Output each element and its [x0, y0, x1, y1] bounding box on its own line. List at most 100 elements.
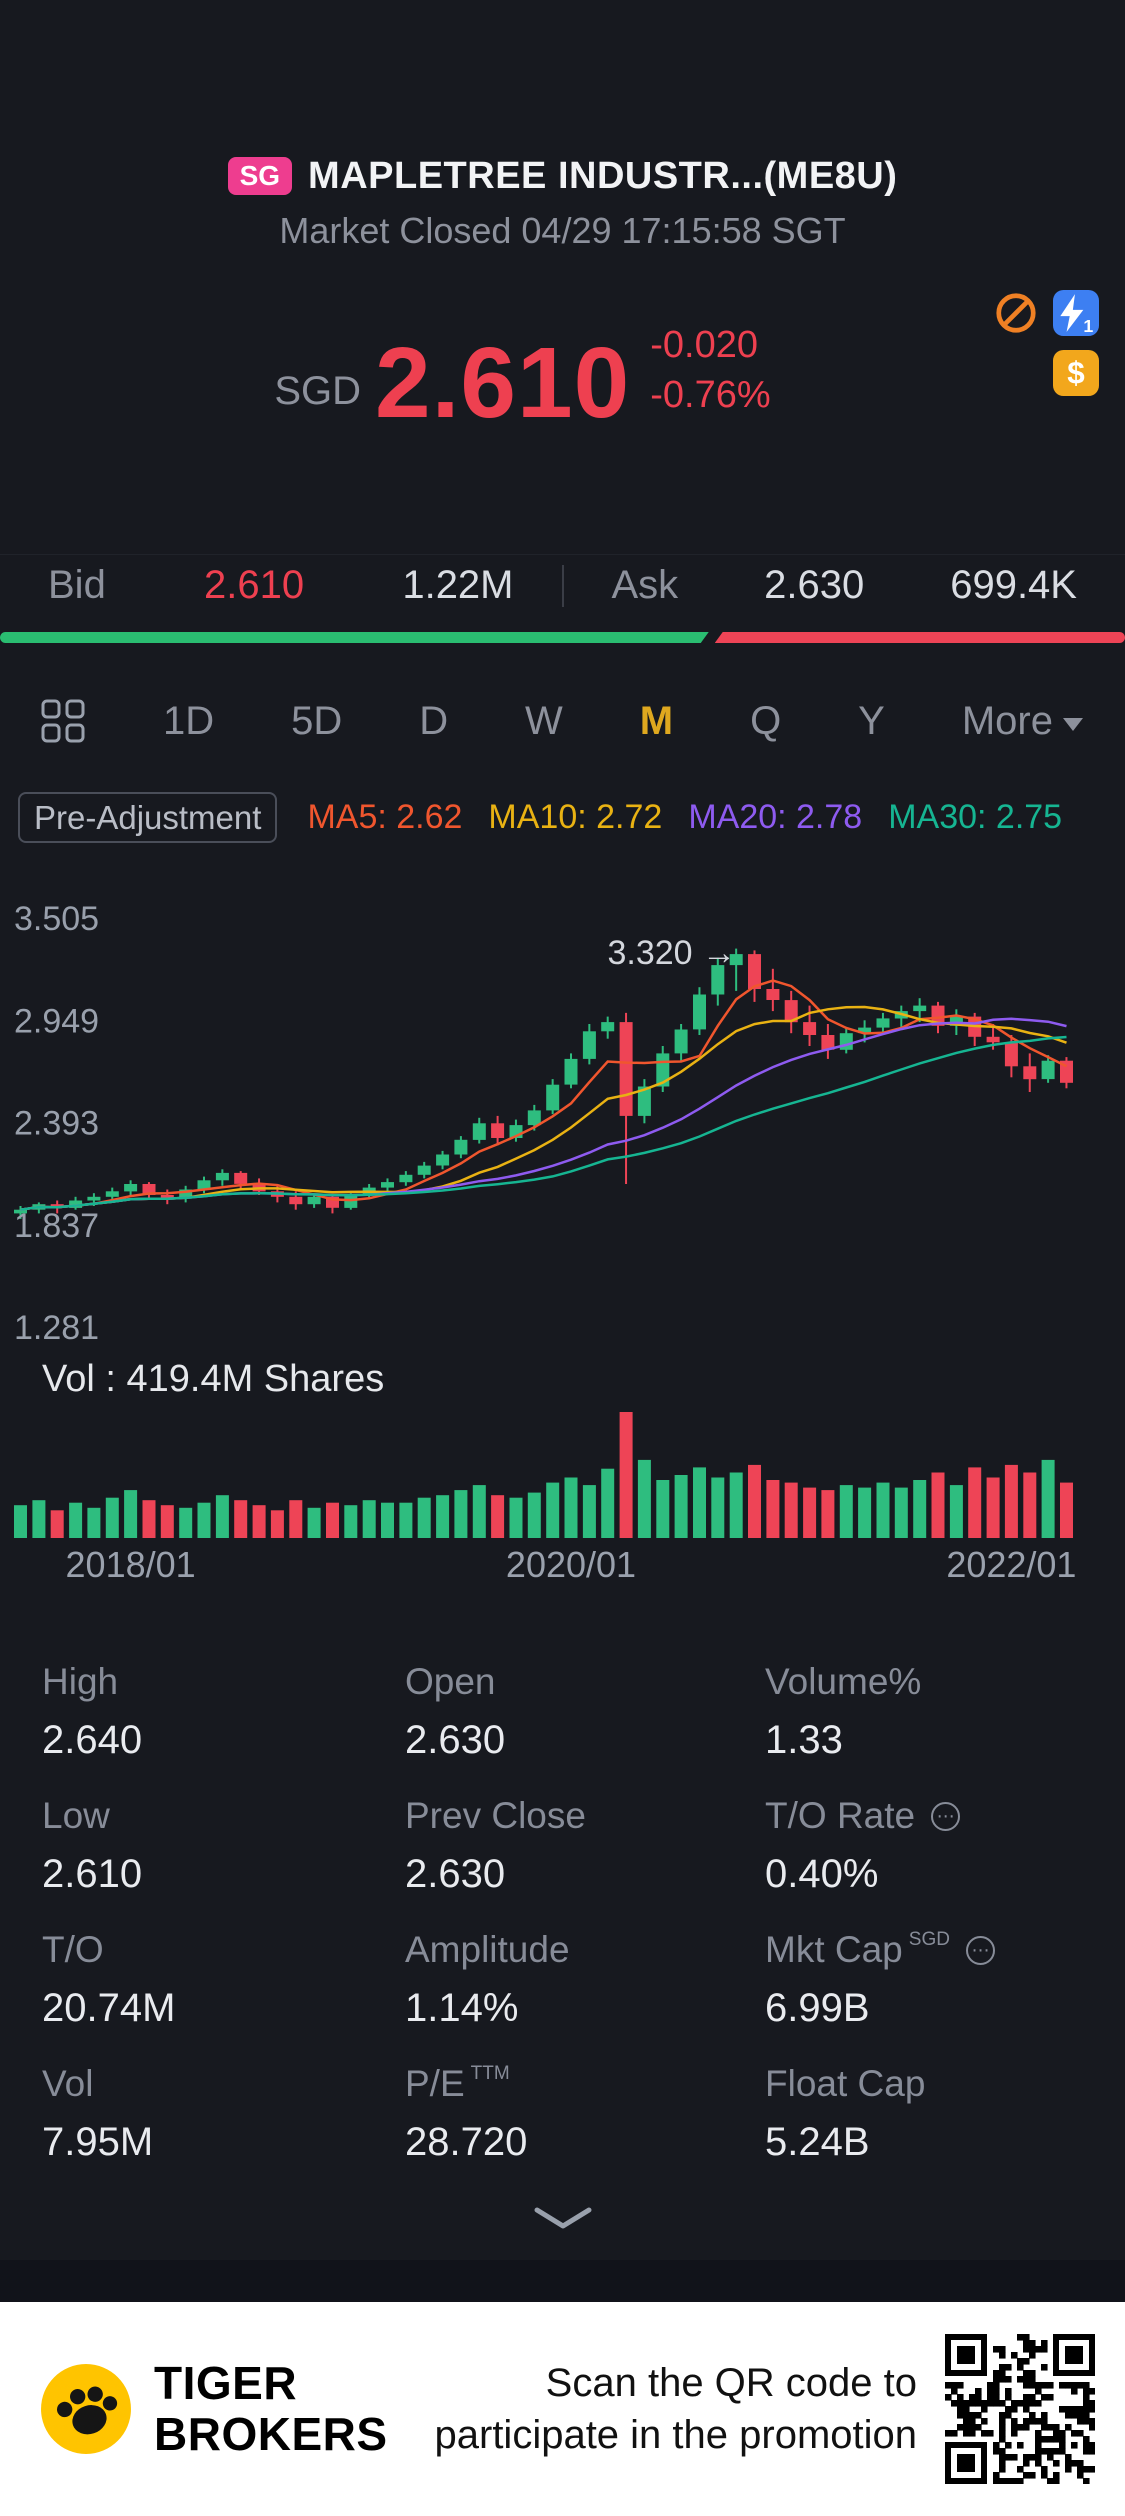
- tab-1d[interactable]: 1D: [162, 698, 215, 743]
- bid-ask-row: Bid 2.610 1.22M Ask 2.630 699.4K: [0, 554, 1125, 616]
- info-icon[interactable]: ⋯: [965, 1935, 995, 1965]
- volume-summary: Vol : 419.4M Shares: [42, 1357, 385, 1400]
- stat-float-cap: Float Cap 5.24B: [765, 2062, 1083, 2196]
- dollar-icon[interactable]: $: [1053, 350, 1099, 396]
- tab-5d[interactable]: 5D: [291, 698, 343, 743]
- ask-price: 2.630: [764, 563, 865, 607]
- indicator-row: Pre-Adjustment MA5: 2.62 MA10: 2.72 MA20: …: [0, 789, 1125, 845]
- tab-m[interactable]: M: [639, 698, 674, 743]
- stat-label: Open: [405, 1661, 496, 1702]
- expand-stats-button[interactable]: [0, 2198, 1125, 2238]
- stat-label: Low: [42, 1795, 110, 1836]
- ma-label-5: MA5: 2.62: [307, 797, 463, 836]
- promo-text: Scan the QR code to participate in the p…: [434, 2361, 918, 2457]
- more-periods-button[interactable]: More: [962, 699, 1083, 744]
- stat-value: 20.74M: [42, 1986, 176, 2030]
- header: SG MAPLETREE INDUSTR...(ME8U) Market Clo…: [0, 0, 1125, 260]
- stat-value: 1.14%: [405, 1986, 519, 2030]
- tab-w[interactable]: W: [525, 698, 563, 743]
- brand-name: TIGER BROKERS: [154, 2357, 388, 2460]
- time-axis: 2018/01 2020/01 2022/01: [0, 1538, 1125, 1590]
- flash-quote-icon[interactable]: 1: [1053, 290, 1099, 336]
- price-annotation: 3.320 →: [607, 934, 736, 972]
- candlestick-chart[interactable]: 3.505 2.949 2.393 1.837 1.281 3.320 →: [0, 875, 1125, 1355]
- stat-superscript: TTM: [470, 2063, 510, 2084]
- ask-size: 699.4K: [950, 563, 1077, 607]
- stats-grid: High 2.640 Open 2.630 Volume% 1.33 Low 2.610 Pre…: [0, 1660, 1125, 2196]
- stat-label: Prev Close: [405, 1795, 586, 1836]
- tab-y[interactable]: Y: [858, 698, 885, 743]
- y-axis-label: 1.281: [14, 1309, 99, 1347]
- prohibition-icon[interactable]: [993, 290, 1039, 336]
- tab-d[interactable]: D: [419, 698, 449, 743]
- bid-ask-divider: [561, 564, 564, 607]
- currency-label: SGD: [274, 369, 362, 413]
- y-axis-label: 2.949: [14, 1003, 99, 1041]
- period-tabbar: 1D 5D D W M Q Y More: [0, 689, 1125, 753]
- stat-value: 5.24B: [765, 2120, 870, 2164]
- section-separator: [0, 2260, 1125, 2302]
- chart-layout-icon[interactable]: [40, 698, 86, 744]
- ask-ratio-segment: [714, 632, 1125, 643]
- stat-t-o: T/O 20.74M: [42, 1928, 405, 2062]
- promo-footer: TIGER BROKERS Scan the QR code to partic…: [0, 2302, 1125, 2516]
- ma-label-20: MA20: 2.78: [688, 797, 863, 836]
- stat-label: Volume%: [765, 1661, 922, 1702]
- last-price: 2.610: [375, 327, 631, 439]
- ma-line-30: [20, 1035, 1067, 1211]
- stat-value: 2.630: [405, 1718, 506, 1762]
- stat-mkt-cap: Mkt Cap SGD ⋯ 6.99B: [765, 1928, 1083, 2062]
- stat-label: Float Cap: [765, 2063, 926, 2104]
- ask-label: Ask: [611, 563, 679, 607]
- y-axis-label: 2.393: [14, 1105, 99, 1143]
- stat-value: 2.630: [405, 1852, 506, 1896]
- ma-line-5: [20, 979, 1068, 1211]
- ratio-gap: [709, 632, 715, 643]
- stat-label: T/O Rate: [765, 1795, 916, 1836]
- svg-text:$: $: [1067, 355, 1084, 390]
- quote-section: SGD 2.610 -0.020 -0.76% 1 $: [0, 286, 1125, 436]
- stat-open: Open 2.630: [405, 1660, 765, 1794]
- stat-prev-close: Prev Close 2.630: [405, 1794, 765, 1928]
- stat-value: 2.610: [42, 1852, 143, 1896]
- stat-value: 2.640: [42, 1718, 143, 1762]
- bid-label: Bid: [48, 563, 106, 607]
- ma-label-10: MA10: 2.72: [488, 797, 663, 836]
- stat-label: Vol: [42, 2063, 94, 2104]
- pre-adjustment-button[interactable]: Pre-Adjustment: [18, 791, 278, 843]
- stat-value: 0.40%: [765, 1852, 879, 1896]
- info-icon[interactable]: ⋯: [931, 1801, 961, 1831]
- x-axis-label: 2022/01: [946, 1544, 1077, 1585]
- ma-line-20: [20, 1017, 1067, 1211]
- stat-superscript: SGD: [908, 1929, 950, 1950]
- y-axis-label: 3.505: [14, 900, 99, 938]
- stat-label: T/O: [42, 1929, 104, 1970]
- stat-value: 6.99B: [765, 1986, 870, 2030]
- bid-size: 1.22M: [402, 563, 514, 607]
- ma-line-10: [20, 1005, 1067, 1211]
- bid-price: 2.610: [204, 563, 305, 607]
- qr-code: [945, 2334, 1095, 2484]
- stat-high: High 2.640: [42, 1660, 405, 1794]
- x-axis-label: 2020/01: [505, 1544, 637, 1585]
- exchange-badge: SG: [227, 157, 293, 195]
- volume-chart[interactable]: [0, 1403, 1125, 1538]
- stat-vol: Vol 7.95M: [42, 2062, 405, 2196]
- stat-label: Mkt Cap: [765, 1929, 903, 1970]
- stat-value: 7.95M: [42, 2120, 154, 2164]
- stat-label: High: [42, 1661, 119, 1702]
- price-change: -0.020: [650, 324, 759, 367]
- stat-volume-: Volume% 1.33: [765, 1660, 1083, 1794]
- price-change-percent: -0.76%: [650, 373, 771, 416]
- more-label: More: [961, 698, 1053, 743]
- ma-label-30: MA30: 2.75: [888, 797, 1063, 836]
- y-axis-label: 1.837: [14, 1207, 99, 1245]
- tiger-brokers-logo: [41, 2364, 131, 2454]
- tab-q[interactable]: Q: [750, 698, 782, 743]
- chevron-down-icon: [534, 2207, 591, 2229]
- stat-low: Low 2.610: [42, 1794, 405, 1928]
- x-axis-label: 2018/01: [65, 1544, 196, 1585]
- stat-value: 1.33: [765, 1718, 843, 1762]
- stock-title: MAPLETREE INDUSTR...(ME8U): [308, 154, 898, 197]
- stat-label: P/E: [405, 2063, 465, 2104]
